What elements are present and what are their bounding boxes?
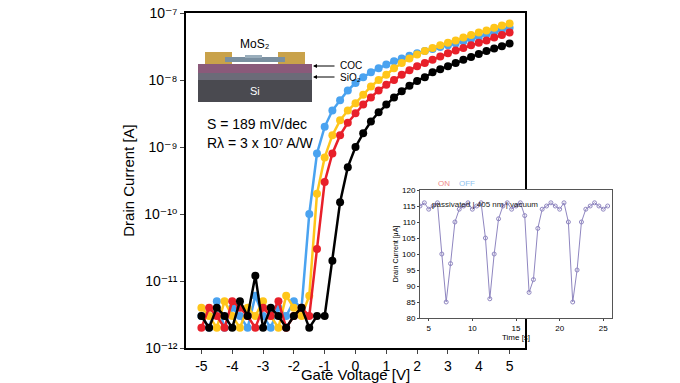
svg-text:S = 189 mV/dec: S = 189 mV/dec <box>207 116 307 132</box>
svg-text:4: 4 <box>475 358 483 374</box>
svg-text:90: 90 <box>406 282 415 291</box>
svg-text:COC: COC <box>340 60 362 71</box>
svg-text:Drain Current [A]: Drain Current [A] <box>120 124 137 237</box>
svg-text:10⁻¹¹: 10⁻¹¹ <box>145 273 178 289</box>
svg-text:120: 120 <box>402 186 416 195</box>
svg-text:20: 20 <box>555 324 564 333</box>
svg-text:-1: -1 <box>318 358 331 374</box>
svg-text:95: 95 <box>406 266 415 275</box>
svg-text:OFF: OFF <box>459 179 475 188</box>
svg-text:5: 5 <box>427 324 432 333</box>
svg-text:-2: -2 <box>288 358 301 374</box>
svg-text:25: 25 <box>599 324 608 333</box>
svg-text:SiO₂: SiO₂ <box>340 72 361 83</box>
svg-text:100: 100 <box>402 250 416 259</box>
svg-text:-5: -5 <box>195 358 208 374</box>
svg-text:10⁻⁸: 10⁻⁸ <box>149 72 178 88</box>
svg-text:ON: ON <box>438 179 450 188</box>
svg-text:10⁻¹²: 10⁻¹² <box>145 340 178 356</box>
svg-text:105: 105 <box>402 234 416 243</box>
svg-text:110: 110 <box>403 218 416 227</box>
svg-text:10: 10 <box>468 324 477 333</box>
svg-text:115: 115 <box>403 202 416 211</box>
svg-text:10⁻⁷: 10⁻⁷ <box>149 5 177 21</box>
svg-text:Rλ = 3 x 10⁷ A/W: Rλ = 3 x 10⁷ A/W <box>207 135 314 151</box>
svg-text:2: 2 <box>413 358 421 374</box>
svg-text:Time [s]: Time [s] <box>502 333 530 342</box>
svg-text:MoS₂: MoS₂ <box>240 37 270 51</box>
svg-text:-3: -3 <box>257 358 270 374</box>
svg-text:80: 80 <box>406 314 415 323</box>
svg-text:Drain Current [μA]: Drain Current [μA] <box>392 226 400 283</box>
svg-text:3: 3 <box>444 358 452 374</box>
svg-text:15: 15 <box>512 324 521 333</box>
svg-text:0: 0 <box>352 358 360 374</box>
svg-text:Si: Si <box>250 85 260 97</box>
svg-text:85: 85 <box>406 298 415 307</box>
svg-text:10⁻¹⁰: 10⁻¹⁰ <box>144 206 178 222</box>
svg-text:5: 5 <box>506 358 514 374</box>
svg-text:-4: -4 <box>226 358 239 374</box>
svg-text:Gate Voltage [V]: Gate Voltage [V] <box>301 366 410 383</box>
svg-text:1: 1 <box>382 358 390 374</box>
svg-text:10⁻⁹: 10⁻⁹ <box>148 139 177 155</box>
svg-text:passivated | 405 nm | vacuum: passivated | 405 nm | vacuum <box>432 200 538 209</box>
